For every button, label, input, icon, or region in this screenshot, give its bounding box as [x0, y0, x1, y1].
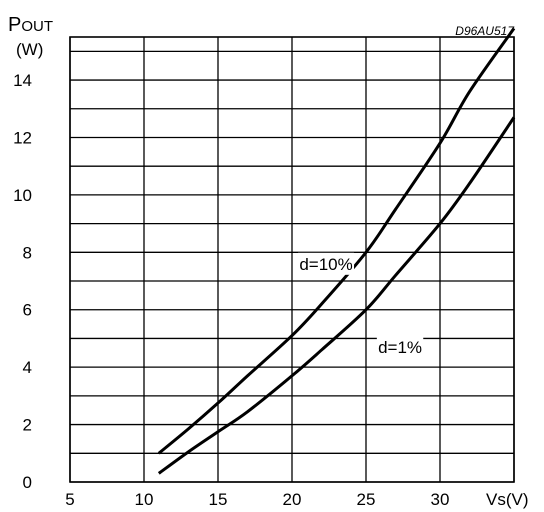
x-tick-label: 25	[357, 490, 376, 509]
grid	[69, 36, 515, 483]
tick-labels: 5 10 15 20 25 30 0 2 4 6 8 10 12 14	[13, 71, 449, 509]
x-tick-label: 30	[431, 490, 450, 509]
plot-frame	[69, 36, 515, 483]
series-label-bg	[298, 252, 355, 275]
y-axis-label-subscript: OUT	[21, 18, 53, 35]
series-line-d1	[157, 116, 516, 475]
y-tick-label: 10	[13, 186, 32, 205]
y-tick-label: 12	[13, 128, 32, 147]
figure-code: D96AU517	[455, 24, 515, 38]
y-axis-label: POUT	[8, 14, 53, 36]
x-tick-label: 10	[135, 490, 154, 509]
y-tick-label: 14	[13, 71, 32, 90]
series-label: d=10%	[299, 255, 352, 274]
series-line-d10	[157, 27, 516, 455]
x-axis-label: Vs(V)	[486, 490, 529, 509]
y-axis-label-main: P	[8, 14, 21, 36]
series-labels: d=10% d=1%	[298, 252, 424, 359]
y-tick-label: 6	[23, 301, 32, 320]
series-label: d=1%	[378, 338, 422, 357]
x-tick-label: 20	[283, 490, 302, 509]
y-axis-unit: (W)	[16, 40, 43, 59]
y-tick-label: 4	[23, 358, 32, 377]
x-tick-label: 15	[209, 490, 228, 509]
x-tick-label: 5	[65, 490, 74, 509]
y-tick-label: 8	[23, 243, 32, 262]
series-group	[157, 27, 516, 475]
y-tick-label: 2	[23, 416, 32, 435]
series-label-bg	[376, 336, 424, 359]
y-tick-label: 0	[23, 473, 32, 492]
